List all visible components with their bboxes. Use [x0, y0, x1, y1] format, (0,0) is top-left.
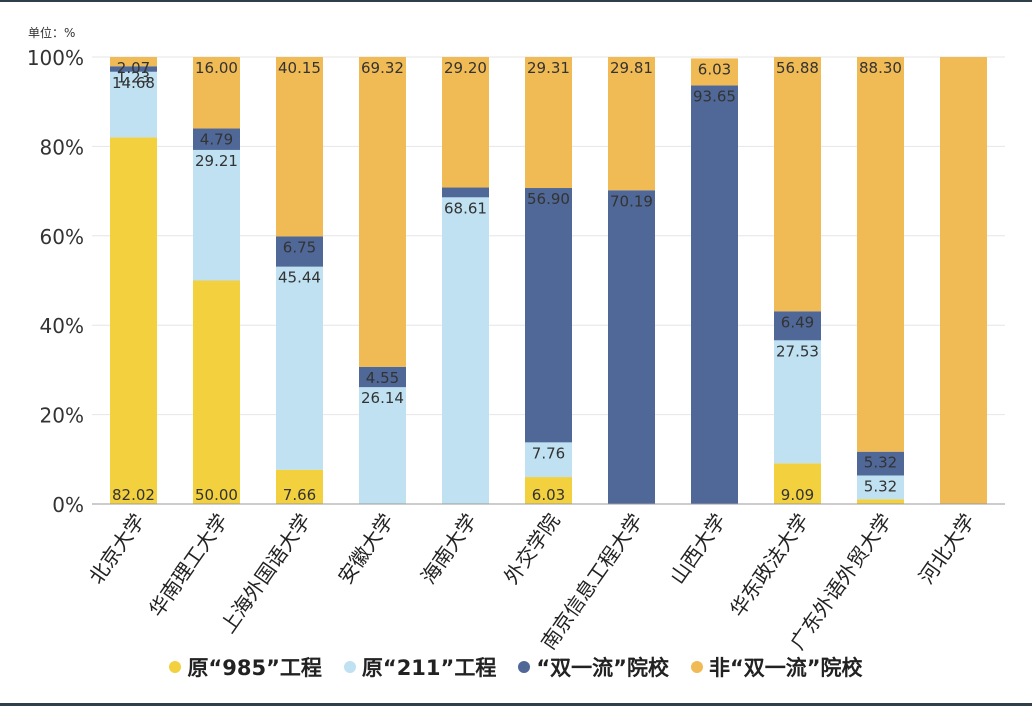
bottom-frame-line [0, 703, 1032, 706]
bar-data-label: 93.65 [693, 87, 736, 105]
bar-segment-s211 [193, 149, 240, 281]
bar-segment-sDouble [608, 190, 655, 504]
bar-segment-s211 [442, 197, 489, 504]
bar-segment-sDouble [442, 187, 489, 198]
bar-data-label: 29.21 [195, 152, 238, 170]
bar-segment-sDouble [774, 311, 821, 341]
y-tick-label: 60% [40, 225, 84, 249]
bar-segment-sNon [774, 57, 821, 312]
bar-data-label: 56.88 [776, 59, 819, 77]
bar-segment-sDouble [691, 85, 738, 505]
bar-data-label: 16.00 [195, 59, 238, 77]
bar-segment-sNon [442, 57, 489, 188]
legend-item-985: 原“985”工程 [169, 652, 322, 682]
bar-data-label: 6.49 [781, 313, 814, 331]
bar-segment-sNon [691, 58, 738, 86]
bar-data-label: 40.15 [278, 59, 321, 77]
bar-segment-sDouble [525, 188, 572, 443]
legend-label-non-double-first-class: 非“双一流”院校 [708, 656, 863, 680]
bar-segment-sNon [276, 57, 323, 237]
bar-segment-sNon [110, 57, 157, 67]
bar-data-label: 70.19 [610, 192, 653, 210]
bar-data-label: 1.23 [117, 68, 150, 86]
x-category-label: 华东政法大学 [725, 509, 813, 621]
bar-data-label: 4.55 [366, 369, 399, 387]
bar-data-label: 29.20 [444, 59, 487, 77]
bar-data-label: 5.32 [864, 477, 897, 495]
bar-data-label: 4.79 [200, 131, 233, 149]
bar-segment-sNon [525, 57, 572, 189]
legend-item-double-first-class: “双一流”院校 [518, 652, 669, 682]
bar-segment-sDouble [276, 236, 323, 267]
bar-data-label: 27.53 [776, 342, 819, 360]
bar-data-label: 26.14 [361, 389, 404, 407]
bar-segment-sDouble [857, 451, 904, 476]
y-tick-label: 20% [40, 404, 84, 428]
x-category-label: 上海外国语大学 [216, 509, 316, 637]
x-category-label: 北京大学 [84, 509, 150, 588]
bar-data-label: 7.66 [283, 486, 316, 504]
bar-data-label: 9.09 [781, 486, 814, 504]
y-tick-label: 0% [52, 493, 84, 517]
bar-segment-s211 [857, 475, 904, 500]
bar-data-label: 56.90 [527, 190, 570, 208]
bar-segment-sDouble [193, 128, 240, 150]
bar-segment-s985 [276, 469, 323, 504]
bar-data-label: 2.07 [117, 59, 150, 77]
bar-data-label: 29.81 [610, 59, 653, 77]
bar-data-label: 7.76 [532, 444, 565, 462]
bar-segment-sNon [857, 57, 904, 452]
bar-data-label: 68.61 [444, 199, 487, 217]
legend-label-double-first-class: “双一流”院校 [536, 656, 669, 680]
x-category-label: 外交学院 [499, 509, 565, 588]
x-category-label: 山西大学 [665, 509, 731, 588]
bar-segment-sNon [940, 57, 987, 504]
y-tick-label: 80% [40, 135, 84, 159]
legend-item-non-double-first-class: 非“双一流”院校 [690, 652, 863, 682]
bar-data-label: 29.31 [527, 59, 570, 77]
x-category-label: 海南大学 [416, 509, 482, 588]
bar-segment-s211 [276, 266, 323, 470]
bar-segment-s985 [193, 280, 240, 504]
bar-segment-sNon [608, 57, 655, 191]
chart-legend: 原“985”工程 原“211”工程 “双一流”院校 非“双一流”院校 [0, 652, 1032, 682]
unit-label: 单位：% [28, 26, 76, 40]
legend-dot-double-first-class [518, 661, 531, 673]
bar-data-label: 69.32 [361, 59, 404, 77]
bar-data-label: 14.68 [112, 74, 155, 92]
bar-data-label: 45.44 [278, 269, 321, 287]
y-tick-label: 100% [27, 46, 84, 70]
bar-segment-s211 [359, 387, 406, 504]
y-tick-label: 40% [40, 314, 84, 338]
bar-data-label: 88.30 [859, 59, 902, 77]
top-frame-line [0, 0, 1032, 2]
legend-dot-985 [169, 661, 182, 673]
bar-data-label: 50.00 [195, 486, 238, 504]
bar-data-label: 5.32 [864, 454, 897, 472]
bar-segment-sNon [359, 56, 406, 367]
bar-segment-s985 [774, 463, 821, 504]
legend-dot-non-double-first-class [690, 661, 703, 673]
bar-segment-sDouble [359, 366, 406, 388]
bar-segment-s985 [110, 137, 157, 504]
bar-segment-sNon [193, 57, 240, 129]
bar-segment-sDouble [110, 66, 157, 72]
legend-label-211: 原“211”工程 [361, 656, 497, 680]
bar-segment-s985 [857, 499, 904, 504]
bar-segment-s211 [774, 340, 821, 464]
bar-data-label: 82.02 [112, 486, 155, 504]
bar-segment-s985 [525, 477, 572, 504]
x-category-label: 华南理工大学 [144, 509, 232, 621]
legend-label-985: 原“985”工程 [187, 656, 322, 680]
legend-item-211: 原“211”工程 [343, 652, 497, 682]
legend-dot-211 [343, 661, 356, 673]
x-category-label: 安徽大学 [333, 509, 399, 588]
bar-segment-s211 [110, 71, 157, 138]
bar-data-label: 6.03 [532, 486, 565, 504]
bar-data-label: 6.75 [283, 238, 316, 256]
x-category-label: 河北大学 [914, 509, 980, 588]
bar-segment-s211 [525, 442, 572, 478]
bar-data-label: 6.03 [698, 60, 731, 78]
